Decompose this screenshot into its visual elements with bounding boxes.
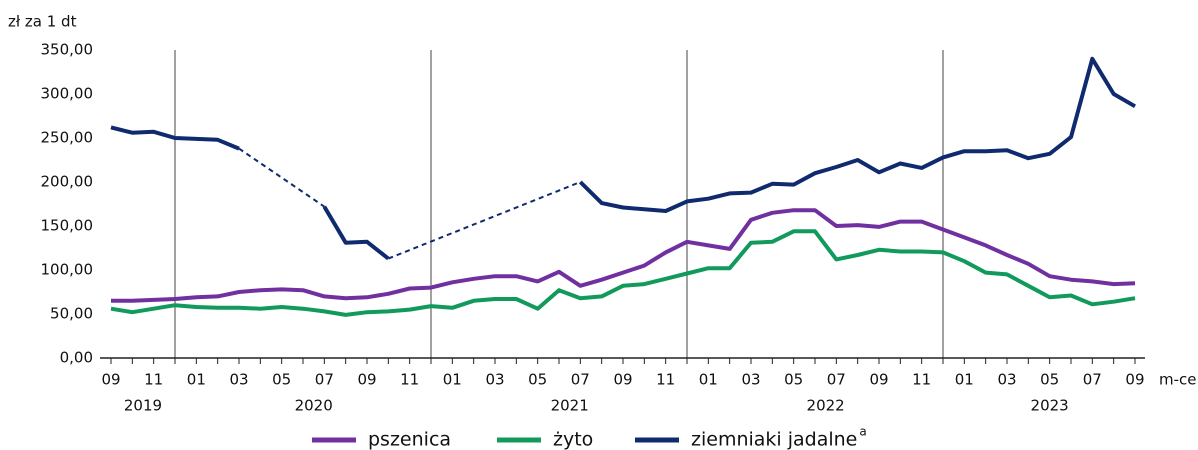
- legend-item: ziemniaki jadalne a: [635, 425, 867, 450]
- x-tick-label: 01: [187, 371, 206, 389]
- year-label: 2021: [551, 397, 589, 415]
- x-tick-label: 09: [869, 371, 888, 389]
- x-tick-label: 09: [357, 371, 376, 389]
- x-tick-label: 05: [272, 371, 291, 389]
- x-tick-label: 07: [315, 371, 334, 389]
- series-line: [110, 229, 1136, 317]
- y-axis-label: zł za 1 dt: [8, 13, 77, 31]
- y-tick-label: 150,00: [41, 217, 94, 235]
- x-tick-label: 03: [741, 371, 760, 389]
- legend-superscript: a: [859, 425, 866, 439]
- legend-item: żyto: [497, 429, 593, 450]
- x-tick-label: 03: [997, 371, 1016, 389]
- x-tick-label: 11: [400, 371, 419, 389]
- series-line: [110, 56, 1137, 261]
- gap-bridge: [238, 147, 325, 208]
- x-tick-label: 07: [571, 371, 590, 389]
- legend-label: żyto: [553, 429, 593, 450]
- x-tick-label: 03: [229, 371, 248, 389]
- x-tick-label: 07: [1083, 371, 1102, 389]
- x-tick-label: 05: [784, 371, 803, 389]
- x-tick-label: 09: [613, 371, 632, 389]
- y-tick-label: 350,00: [41, 41, 94, 59]
- y-tick-label: 250,00: [41, 129, 94, 147]
- x-tick-label: 01: [443, 371, 462, 389]
- year-label: 2022: [807, 397, 845, 415]
- x-tick-label: 05: [528, 371, 547, 389]
- year-label: 2023: [1031, 397, 1069, 415]
- legend-label: ziemniaki jadalne: [691, 429, 857, 450]
- y-tick-label: 0,00: [60, 349, 93, 367]
- y-tick-label: 300,00: [41, 85, 94, 103]
- x-tick-label: 11: [656, 371, 675, 389]
- x-tick-label: 09: [101, 371, 120, 389]
- x-tick-label: 07: [827, 371, 846, 389]
- x-axis-label: m-ce: [1159, 371, 1197, 389]
- year-label: 2019: [124, 397, 162, 415]
- x-tick-label: 09: [1125, 371, 1144, 389]
- x-tick-label: 11: [912, 371, 931, 389]
- y-tick-label: 50,00: [50, 305, 93, 323]
- series-line: [111, 208, 1136, 303]
- x-tick-label: 11: [144, 371, 163, 389]
- legend-item: pszenica: [312, 429, 451, 450]
- x-tick-label: 01: [955, 371, 974, 389]
- legend-label: pszenica: [368, 429, 451, 450]
- y-tick-label: 200,00: [41, 173, 94, 191]
- x-tick-label: 03: [485, 371, 504, 389]
- gap-bridge: [387, 181, 581, 260]
- x-tick-label: 05: [1040, 371, 1059, 389]
- y-tick-label: 100,00: [41, 261, 94, 279]
- year-label: 2020: [295, 397, 333, 415]
- x-tick-label: 01: [699, 371, 718, 389]
